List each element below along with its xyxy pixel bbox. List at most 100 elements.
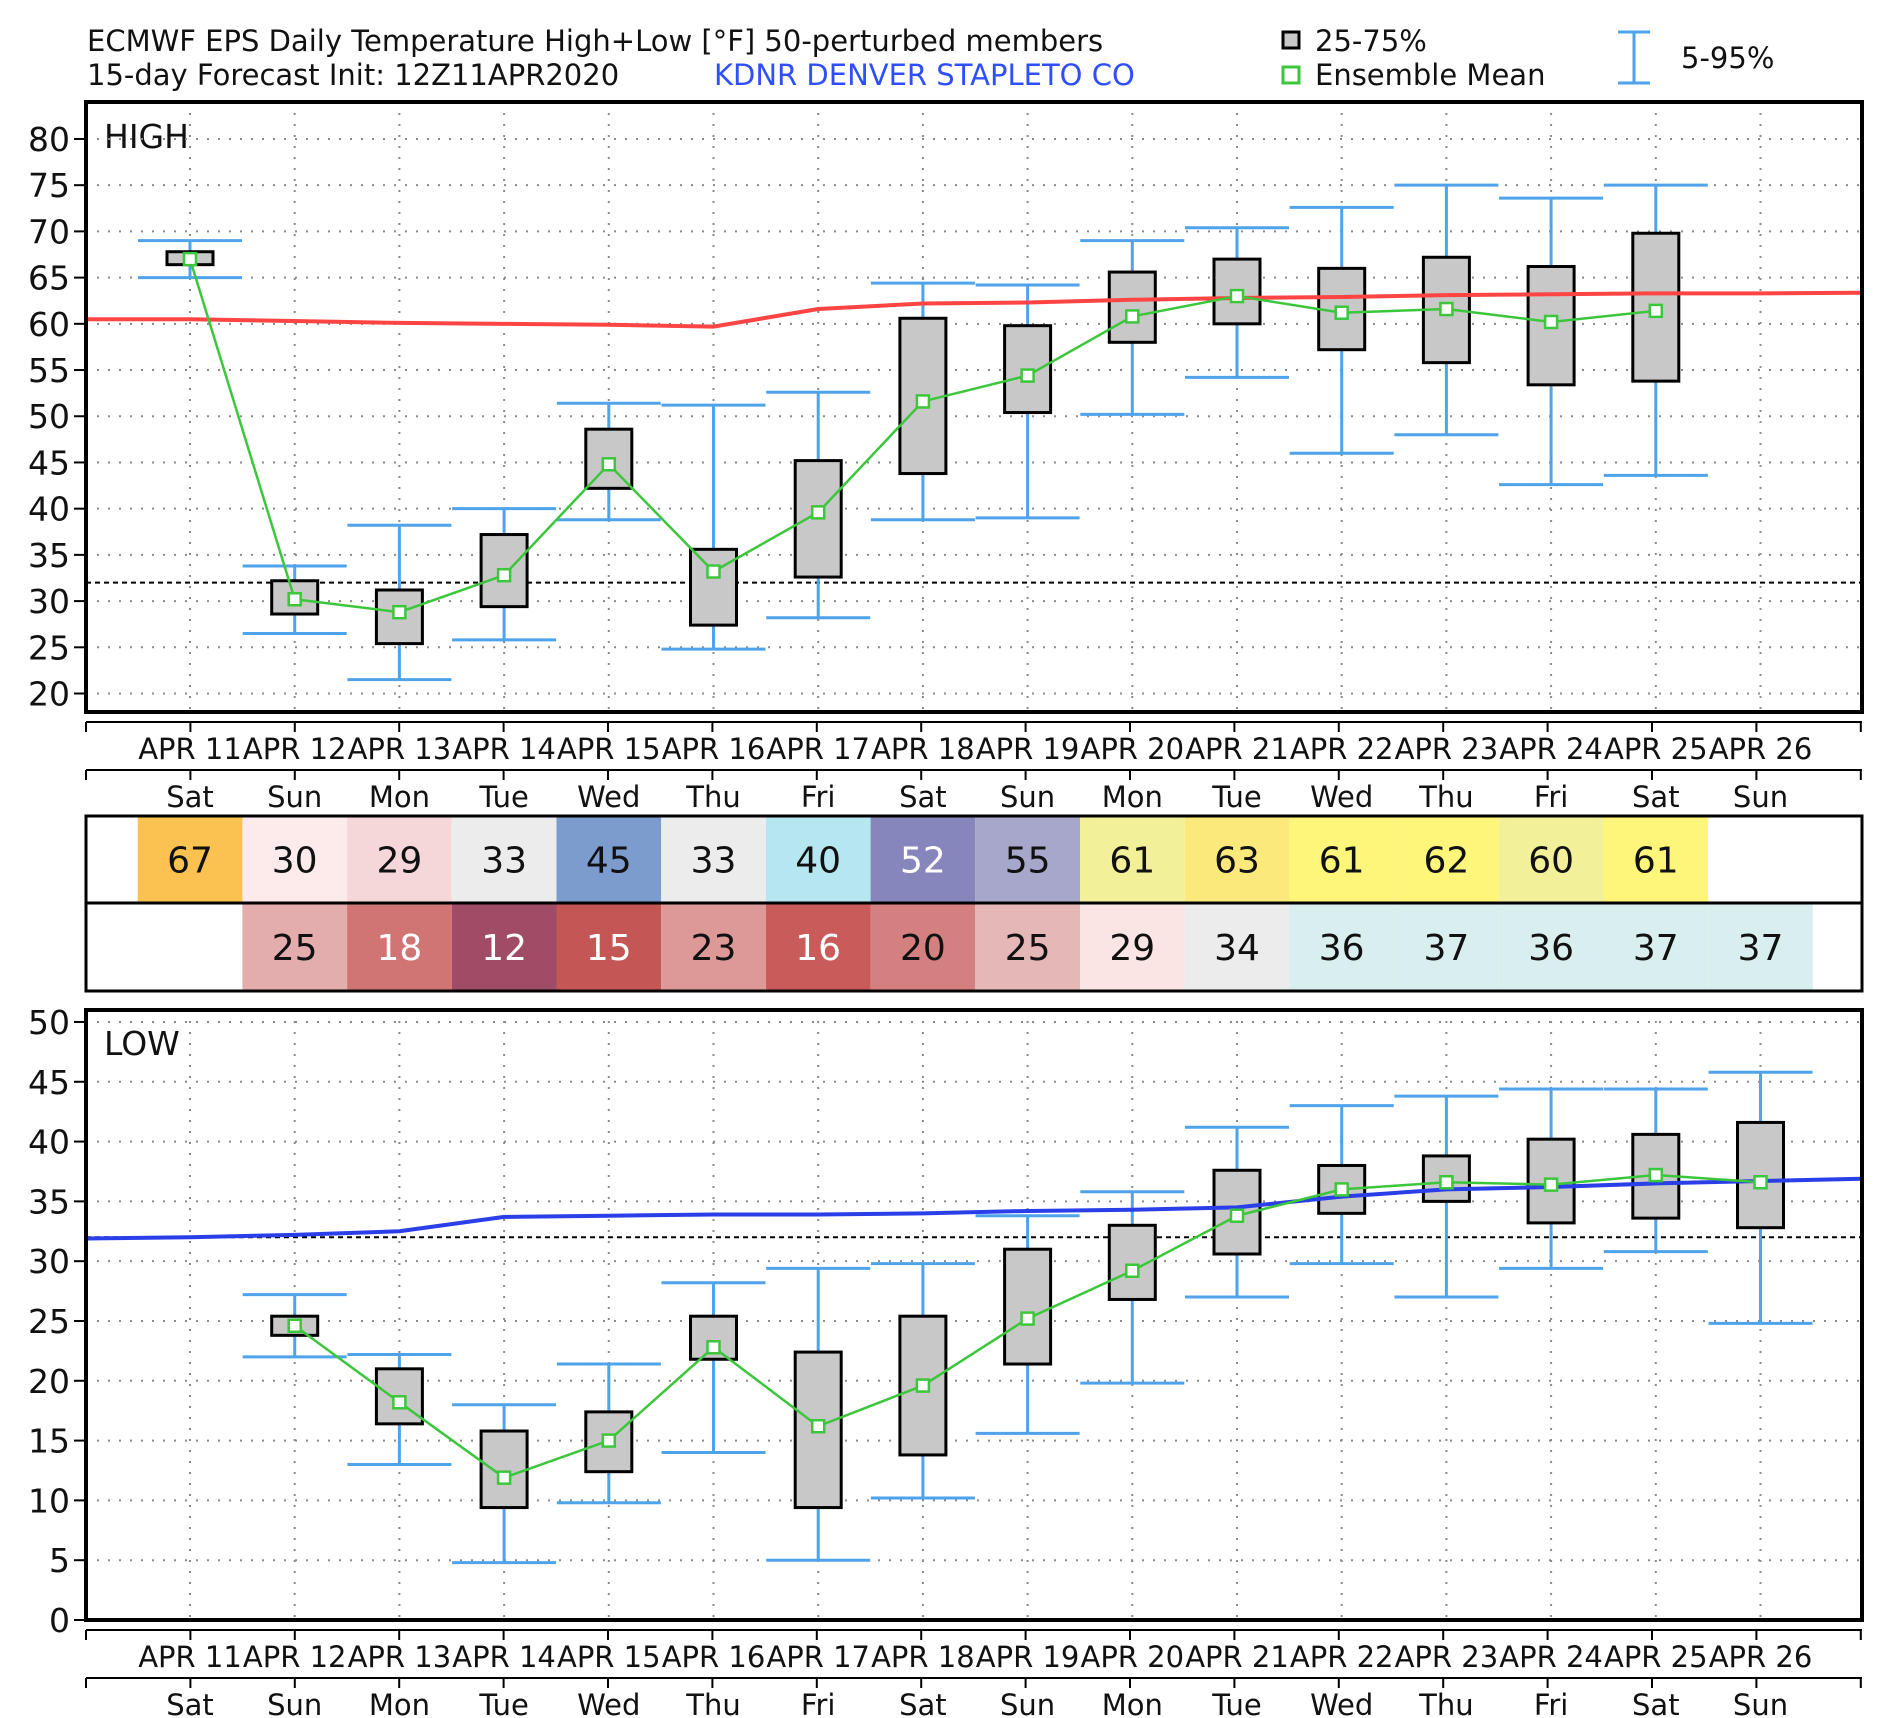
top-axis-date-label: APR 19 <box>976 732 1080 766</box>
low-mean-point-11 <box>1334 1182 1349 1197</box>
low-value-cell-6: 16 <box>795 928 841 969</box>
high-value-cell-bg-13 <box>1498 816 1604 903</box>
low-value-cell-3: 12 <box>481 928 527 969</box>
bottom-axis-date-label: APR 26 <box>1709 1640 1813 1674</box>
high-value-cell-bg-8 <box>975 816 1080 903</box>
high-value-cell-13: 60 <box>1528 841 1574 882</box>
chart-title-line2: 15-day Forecast Init: 12Z11APR2020 <box>87 58 619 92</box>
top-axis-day-label: Tue <box>1211 780 1262 814</box>
high-ytick-label: 45 <box>28 443 70 482</box>
bottom-axis-day-label: Wed <box>1310 1688 1373 1718</box>
high-ytick-label: 50 <box>28 397 70 436</box>
bottom-axis-date-label: APR 25 <box>1604 1640 1708 1674</box>
top-axis-day-label: Sun <box>267 780 322 814</box>
bottom-axis-day-label: Sat <box>166 1688 214 1718</box>
low-value-cell-bg-15 <box>1708 903 1813 991</box>
bottom-axis-date-label: APR 13 <box>348 1640 452 1674</box>
low-mean-point-10 <box>1229 1208 1245 1223</box>
low-mean-point-12 <box>1439 1174 1454 1190</box>
bottom-axis-date-label: APR 19 <box>976 1640 1080 1674</box>
high-ytick-label: 60 <box>28 305 70 344</box>
legend: 25-75% Ensemble Mean 5-95% <box>1281 24 1774 92</box>
bottom-axis-date-label: APR 17 <box>766 1640 870 1674</box>
bottom-axis-day-label: Fri <box>801 1688 836 1718</box>
high-value-cell-5: 33 <box>691 841 737 882</box>
high-climatology-line <box>86 290 1862 329</box>
high-mean-point-1 <box>287 591 302 607</box>
high-value-cell-bg-10 <box>1184 816 1290 903</box>
low-value-cell-bg-5 <box>661 903 766 991</box>
high-value-cell-14: 61 <box>1633 841 1679 882</box>
high-ytick-label: 70 <box>28 212 70 251</box>
bottom-axis-date-label: APR 11 <box>138 1640 242 1674</box>
low-value-cell-9: 29 <box>1109 928 1155 969</box>
top-axis-date-label: APR 13 <box>348 732 452 766</box>
high-value-cell-0: 67 <box>167 841 213 882</box>
low-ytick-label: 20 <box>28 1362 70 1401</box>
low-value-cell-10: 34 <box>1214 928 1260 969</box>
top-axis-day-label: Wed <box>1310 780 1373 814</box>
high-value-cell-bg-0 <box>137 816 243 903</box>
low-value-cell-bg-7 <box>870 903 976 991</box>
low-mean-point-3 <box>496 1470 512 1485</box>
top-axis-day-label: Mon <box>1102 780 1163 814</box>
bottom-axis-date-label: APR 24 <box>1499 1640 1603 1674</box>
low-whisker-5 <box>661 1281 766 1455</box>
high-mean-point-9 <box>1125 309 1140 324</box>
top-axis-day-label: Sat <box>166 780 214 814</box>
low-box-8 <box>1003 1247 1053 1366</box>
bottom-axis-day-label: Sun <box>267 1688 322 1718</box>
top-axis-date-label: APR 21 <box>1185 732 1289 766</box>
high-box-1 <box>270 579 320 616</box>
high-value-cell-11: 61 <box>1319 841 1365 882</box>
low-value-cell-14: 37 <box>1633 928 1679 969</box>
low-value-cell-1: 25 <box>272 928 318 969</box>
high-value-cell-3: 33 <box>481 841 527 882</box>
high-panel-label: HIGH <box>104 117 189 156</box>
low-value-cell-5: 23 <box>691 928 737 969</box>
top-axis-date-label: APR 25 <box>1604 732 1708 766</box>
high-value-cell-bg-9 <box>1080 816 1185 903</box>
bottom-axis-date-label: APR 12 <box>243 1640 347 1674</box>
top-axis-day-label: Tue <box>478 780 529 814</box>
low-frame <box>84 1008 1864 1622</box>
high-value-cell-bg-14 <box>1603 816 1709 903</box>
low-ytick-label: 50 <box>28 1003 70 1042</box>
high-ytick-label: 65 <box>28 259 70 298</box>
top-axis-day-label: Sat <box>1632 780 1680 814</box>
bottom-axis-date-label: APR 20 <box>1080 1640 1184 1674</box>
bottom-axis-day-label: Thu <box>1418 1688 1473 1718</box>
low-box-5 <box>689 1314 738 1361</box>
legend-whisker-swatch <box>1618 30 1650 85</box>
bottom-axis-day-label: Mon <box>1102 1688 1163 1718</box>
low-mean-point-5 <box>706 1340 721 1355</box>
legend-box-swatch <box>1281 30 1301 50</box>
high-mean-point-7 <box>915 394 931 409</box>
high-box-9 <box>1107 270 1157 344</box>
low-mean-point-15 <box>1753 1174 1768 1190</box>
low-ytick-label: 45 <box>28 1063 70 1102</box>
low-value-cell-8: 25 <box>1005 928 1051 969</box>
high-mean-point-6 <box>810 505 826 520</box>
low-value-cell-12: 37 <box>1423 928 1469 969</box>
high-value-cell-bg-6 <box>765 816 871 903</box>
low-value-cell-7: 20 <box>900 928 946 969</box>
low-mean-point-2 <box>392 1395 407 1410</box>
high-value-cell-bg-11 <box>1289 816 1395 903</box>
top-axis-date-label: APR 24 <box>1499 732 1603 766</box>
low-ytick-label: 35 <box>28 1182 70 1221</box>
low-ytick-label: 10 <box>28 1481 70 1520</box>
bottom-axis-date-label: APR 16 <box>662 1640 766 1674</box>
low-mean-point-8 <box>1020 1311 1035 1326</box>
high-mean-point-14 <box>1648 303 1664 319</box>
low-value-cell-bg-2 <box>347 903 452 991</box>
low-mean-point-9 <box>1125 1263 1140 1278</box>
bottom-axis-day-label: Thu <box>685 1688 740 1718</box>
low-ytick-label: 5 <box>49 1541 70 1580</box>
bottom-axis-date-label: APR 18 <box>871 1640 975 1674</box>
value-table: 67 30 29 33 45 33 40 52 55 61 63 61 62 60 61 25 18 12 15 23… <box>84 814 1864 993</box>
low-value-cell-bg-10 <box>1184 903 1290 991</box>
low-value-cell-11: 36 <box>1319 928 1365 969</box>
bottom-axis-day-label: Mon <box>369 1688 430 1718</box>
